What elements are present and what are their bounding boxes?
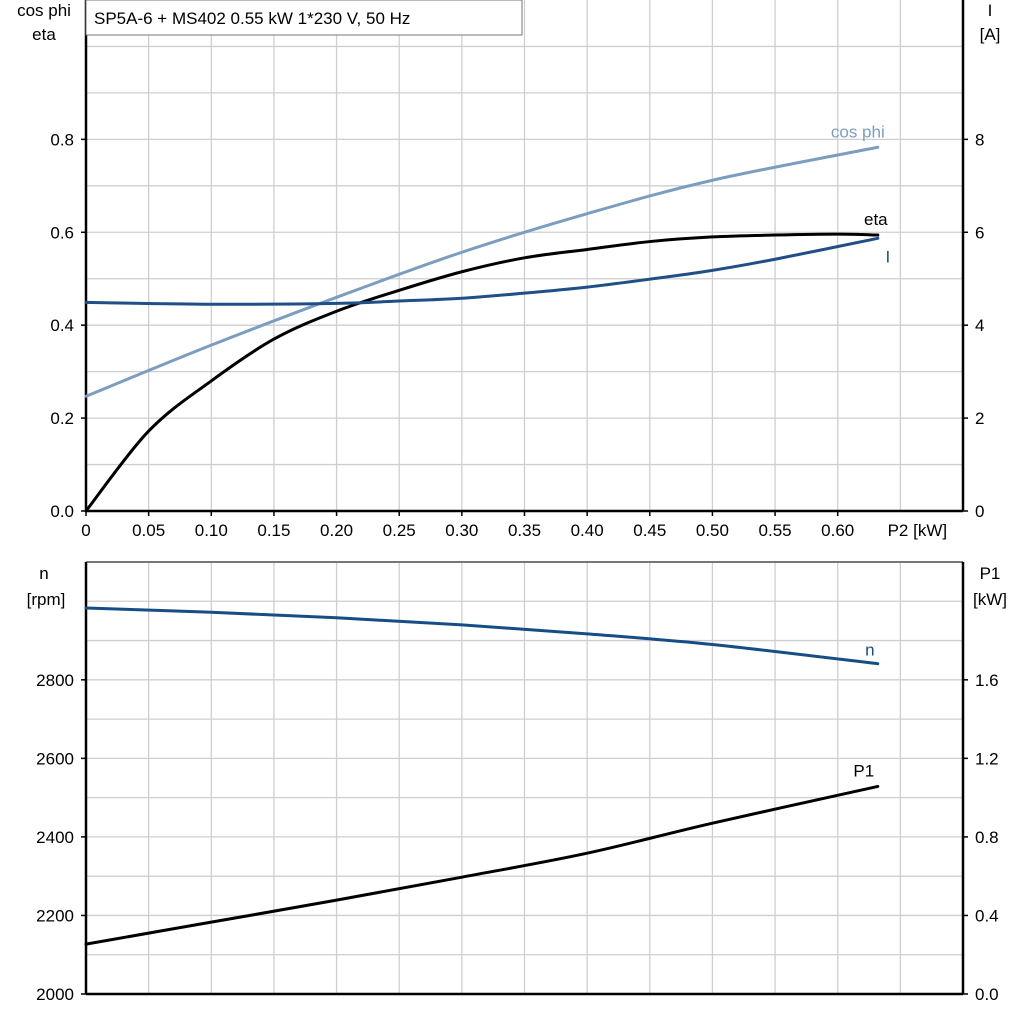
- left-axis-label: [rpm]: [27, 590, 66, 609]
- x-tick-label: 0.05: [132, 521, 165, 540]
- left-tick-label: 2200: [36, 906, 74, 925]
- series-label-p1: P1: [853, 761, 874, 780]
- right-tick-label: 2: [975, 409, 984, 428]
- right-axis-label: [A]: [980, 25, 1001, 44]
- series-line-p1: [84, 784, 880, 946]
- x-axis-label: P2 [kW]: [888, 521, 948, 540]
- series-label-eta: eta: [864, 210, 888, 229]
- left-tick-label: 2800: [36, 671, 74, 690]
- x-tick-label: 0.20: [320, 521, 353, 540]
- title-box: [85, 0, 523, 36]
- x-tick-label: 0.50: [696, 521, 729, 540]
- right-tick-label: 6: [975, 223, 984, 242]
- x-tick-label: 0.55: [759, 521, 792, 540]
- right-tick-label: 1.2: [975, 749, 999, 768]
- right-tick-label: 0: [975, 502, 984, 521]
- left-tick-label: 0.2: [50, 409, 74, 428]
- x-tick-label: 0.25: [383, 521, 416, 540]
- left-tick-label: 0.4: [50, 316, 74, 335]
- series-line-i: [84, 236, 880, 306]
- right-tick-label: 1.6: [975, 671, 999, 690]
- x-tick-label: 0.35: [508, 521, 541, 540]
- series-line-cos-phi: [84, 145, 880, 398]
- left-tick-label: 0.6: [50, 223, 74, 242]
- right-tick-label: 4: [975, 316, 984, 335]
- x-tick-label: 0.40: [571, 521, 604, 540]
- series-label-cos-phi: cos phi: [831, 122, 885, 141]
- left-tick-label: 0.0: [50, 502, 74, 521]
- left-tick-label: 2400: [36, 828, 74, 847]
- right-axis-label: I: [988, 1, 993, 20]
- left-axis-label: eta: [32, 25, 56, 44]
- left-tick-label: 2600: [36, 749, 74, 768]
- right-axis-label: [kW]: [973, 590, 1007, 609]
- left-axis-label: cos phi: [17, 1, 71, 20]
- right-tick-label: 0.8: [975, 828, 999, 847]
- x-tick-label: 0.45: [633, 521, 666, 540]
- chart-title: SP5A-6 + MS402 0.55 kW 1*230 V, 50 Hz: [94, 9, 410, 28]
- left-axis-label: n: [39, 564, 48, 583]
- series-label-n: n: [865, 641, 874, 660]
- x-tick-label: 0.10: [195, 521, 228, 540]
- series-line-n: [84, 606, 880, 666]
- x-tick-label: 0.15: [257, 521, 290, 540]
- series-label-i: I: [885, 247, 890, 266]
- x-tick-label: 0: [81, 521, 90, 540]
- right-axis-label: P1: [980, 564, 1001, 583]
- series-line-eta: [84, 232, 880, 513]
- left-tick-label: 0.8: [50, 130, 74, 149]
- right-tick-label: 0.0: [975, 985, 999, 1004]
- right-tick-label: 8: [975, 130, 984, 149]
- x-tick-label: 0.30: [445, 521, 478, 540]
- right-tick-label: 0.4: [975, 906, 999, 925]
- x-tick-label: 0.60: [821, 521, 854, 540]
- left-tick-label: 2000: [36, 985, 74, 1004]
